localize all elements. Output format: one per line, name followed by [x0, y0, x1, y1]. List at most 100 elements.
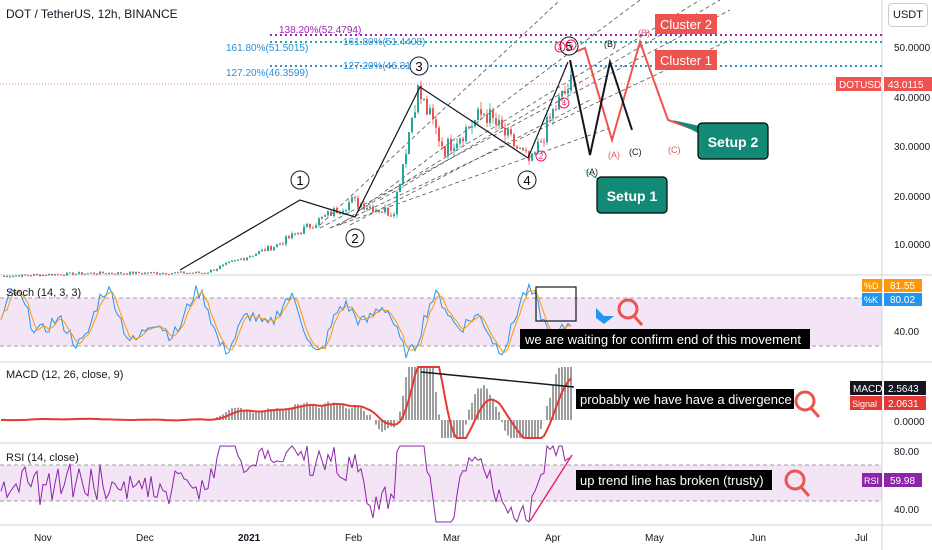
candle-body [201, 272, 203, 274]
candle-body [408, 132, 410, 155]
cluster-1-label: Cluster 1 [655, 50, 717, 70]
candle-body [231, 260, 233, 262]
candle-body [84, 273, 86, 275]
candle-body [285, 236, 287, 245]
candle-body [24, 274, 26, 276]
candle-body [339, 212, 341, 214]
candle-body [549, 116, 551, 119]
proj-label-C-red: (C) [668, 145, 681, 155]
candle-body [135, 271, 137, 274]
candle-body [342, 210, 344, 213]
candle-body [63, 275, 65, 277]
candle-body [30, 275, 32, 277]
candle-body [171, 273, 173, 275]
rsi-title: RSI (14, close) [6, 452, 79, 464]
candle-body [9, 276, 11, 278]
candle-body [54, 274, 56, 276]
candle-body [78, 272, 80, 274]
time-tick: Dec [136, 533, 154, 544]
candle-body [99, 271, 101, 275]
candle-body [417, 85, 419, 113]
candle-body [150, 272, 152, 274]
candle-body [15, 275, 17, 277]
fib-levels: 138.20%(52.4794) 161.80%(51.5015) 127.20… [226, 25, 882, 79]
candle-body [369, 206, 371, 208]
candle-body [264, 249, 266, 252]
svg-text:5: 5 [569, 41, 574, 50]
candle-body [210, 269, 212, 273]
price-axis: 50.0000 40.0000 30.0000 20.0000 10.0000 [894, 43, 931, 251]
channel-line [359, 0, 701, 211]
candle-body [309, 224, 311, 228]
time-tick: Mar [443, 533, 461, 544]
wave-labels: 1 2 3 4 5 [290, 36, 579, 248]
svg-text:81.55: 81.55 [890, 281, 915, 292]
candle-body [564, 91, 566, 94]
candle-body [399, 183, 401, 192]
svg-text:Signal: Signal [852, 399, 877, 409]
stoch-highlight-box [535, 286, 577, 322]
wave-label-3: 3 [409, 56, 429, 76]
candle-body [117, 272, 119, 275]
candle-body [36, 274, 38, 276]
candle-body [114, 273, 116, 275]
time-tick: May [645, 533, 664, 544]
candle-body [213, 269, 215, 271]
rsi-line [0, 444, 572, 523]
candle-body [453, 148, 455, 151]
svg-text:Cluster 1: Cluster 1 [660, 53, 712, 68]
candle-body [348, 202, 350, 210]
candle-body [345, 209, 347, 211]
candle-body [537, 141, 539, 153]
stoch-series [0, 282, 572, 359]
setup-2-callout: Setup 2 [672, 120, 769, 160]
proj-label-B-red: (B) [638, 28, 650, 38]
candle-body [318, 218, 320, 226]
proj-label-A-red: (A) [608, 150, 620, 160]
candle-body [288, 236, 290, 239]
candle-body [372, 206, 374, 213]
candle-body [165, 273, 167, 275]
proj-label-A-black: (A) [586, 167, 598, 177]
candle-body [414, 112, 416, 118]
candle-body [12, 275, 14, 277]
candle-body [162, 273, 164, 275]
candle-body [459, 138, 461, 144]
channel-line [379, 0, 721, 201]
channel-line [319, 0, 561, 226]
candle-body [501, 119, 503, 128]
candle-body [336, 208, 338, 214]
fib-label-127: 127.20%(46.3599) [226, 68, 308, 79]
candle-body [480, 109, 482, 115]
candle-body [423, 98, 425, 100]
candle-body [303, 226, 305, 234]
candle-body [525, 149, 527, 152]
price-tick: 30.0000 [894, 142, 931, 153]
candle-body [390, 215, 392, 217]
price-tick: 40.0000 [894, 93, 931, 104]
fib-label-138: 138.20%(52.4794) [279, 25, 361, 36]
wave-label-1: 1 [290, 170, 310, 190]
candle-body [432, 108, 434, 120]
candle-body [168, 274, 170, 276]
candle-body [129, 271, 131, 275]
stoch-arrow-icon [596, 308, 614, 324]
proj-label-C-black: (C) [629, 147, 642, 157]
rsi-note: up trend line has broken (trusty) [576, 470, 772, 490]
currency-button[interactable]: USDT [888, 3, 928, 27]
candle-body [120, 272, 122, 274]
svg-text:Setup 1: Setup 1 [607, 188, 658, 204]
svg-text:80.02: 80.02 [890, 295, 915, 306]
candle-body [393, 214, 395, 217]
candle-body [6, 275, 8, 277]
candle-body [306, 224, 308, 227]
svg-text:4: 4 [523, 173, 530, 188]
svg-text:probably we have have a diverg: probably we have have a divergence [580, 392, 792, 407]
candle-body [540, 141, 542, 143]
time-tick: Jul [855, 533, 868, 544]
candle-body [522, 147, 524, 150]
candle-body [462, 138, 464, 142]
small-wave-labels: 3 4 2 5 [535, 39, 577, 162]
candle-body [207, 272, 209, 274]
